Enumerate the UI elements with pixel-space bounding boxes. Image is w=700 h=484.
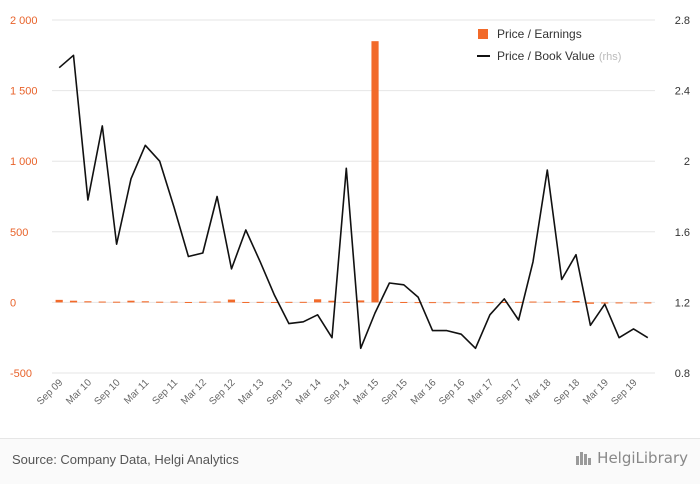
x-tick-label: Sep 09: [35, 377, 65, 407]
bar-price-earnings: [156, 301, 164, 303]
y-left-tick-label: 0: [10, 297, 16, 309]
bar-price-earnings: [199, 301, 207, 303]
bar-price-earnings: [385, 301, 393, 303]
x-tick-label: Mar 16: [409, 377, 439, 407]
bar-price-earnings: [69, 300, 78, 303]
x-tick-label: Sep 11: [150, 377, 180, 407]
x-tick-label: Sep 12: [207, 377, 237, 407]
bar-price-earnings: [299, 301, 307, 303]
bar-price-earnings: [127, 300, 135, 303]
x-tick-label: Mar 13: [237, 377, 267, 407]
bar-price-earnings: [227, 299, 236, 303]
chart: -500 0 500 1 000 1 500 2 000 0.8 1.2 1.6 2 2.4 2.8…: [10, 15, 690, 408]
x-tick-label: Sep 15: [380, 377, 410, 407]
bar-price-earnings: [572, 300, 580, 303]
legend-label-price-book: Price / Book Value: [497, 49, 595, 63]
x-tick-label: Sep 14: [322, 377, 352, 407]
bar-price-earnings: [644, 302, 652, 304]
bar-price-earnings: [529, 301, 537, 303]
y-left-tick-label: 1 000: [10, 156, 38, 168]
y-right-tick-label: 1.2: [675, 297, 690, 309]
x-tick-label: Sep 10: [93, 377, 123, 407]
source-text: Source: Company Data, Helgi Analytics: [12, 452, 239, 467]
legend-label-price-earnings: Price / Earnings: [497, 27, 582, 41]
y-left-tick-label: 500: [10, 227, 28, 239]
bar-price-earnings: [213, 301, 221, 303]
bar-price-earnings: [400, 301, 408, 303]
bar-price-earnings: [486, 302, 494, 304]
x-tick-label: Mar 10: [64, 377, 94, 407]
y-left-tick-label: 1 500: [10, 86, 38, 98]
bar-price-earnings: [328, 300, 336, 303]
footer: Source: Company Data, Helgi Analytics He…: [0, 438, 700, 484]
library-icon: [575, 449, 593, 467]
legend-note-rhs: (rhs): [599, 51, 622, 63]
y-axis-left: -500 0 500 1 000 1 500 2 000: [10, 15, 38, 380]
x-tick-label: Mar 19: [581, 377, 611, 407]
y-axis-right: 0.8 1.2 1.6 2 2.4 2.8: [675, 15, 690, 380]
x-tick-label: Sep 13: [265, 377, 295, 407]
series-line-price-book: [58, 54, 649, 350]
x-tick-label: Mar 11: [122, 377, 152, 407]
bar-price-earnings: [141, 301, 149, 303]
y-right-tick-label: 0.8: [675, 368, 690, 380]
bar-price-earnings: [113, 301, 121, 303]
bar-price-earnings: [285, 301, 293, 303]
y-right-tick-label: 1.6: [675, 227, 690, 239]
legend: Price / Earnings Price / Book Value (rhs…: [477, 27, 621, 63]
bar-price-earnings: [471, 302, 480, 304]
bar-price-earnings: [371, 41, 379, 303]
y-right-tick-label: 2.4: [675, 86, 690, 98]
x-tick-label: Mar 14: [294, 377, 324, 407]
bar-price-earnings: [242, 301, 250, 303]
bar-price-earnings: [342, 301, 350, 303]
bar-price-earnings: [543, 301, 551, 303]
bar-price-earnings: [443, 302, 451, 304]
bar-price-earnings: [170, 301, 178, 303]
line-price-book: [58, 54, 649, 350]
bar-price-earnings: [357, 300, 365, 303]
x-tick-label: Sep 18: [552, 377, 582, 407]
bars-price-earnings: [55, 41, 652, 304]
bar-price-earnings: [98, 301, 106, 303]
y-left-tick-label: -500: [10, 368, 32, 380]
bar-price-earnings: [55, 299, 63, 303]
bar-price-earnings: [84, 301, 92, 303]
y-right-tick-label: 2.8: [675, 15, 690, 27]
bar-price-earnings: [184, 301, 192, 303]
bar-price-earnings: [515, 301, 523, 303]
bar-price-earnings: [256, 301, 264, 303]
legend-swatch-price-earnings: [478, 29, 488, 39]
x-tick-label: Sep 16: [437, 377, 467, 407]
brand-logo[interactable]: HelgiLibrary: [575, 449, 688, 467]
bar-price-earnings: [314, 299, 322, 303]
bar-price-earnings: [414, 302, 422, 304]
bar-price-earnings: [270, 301, 279, 303]
gridlines: [52, 19, 655, 374]
x-tick-label: Sep 19: [609, 377, 639, 407]
brand-name: HelgiLibrary: [597, 449, 688, 467]
bar-price-earnings: [428, 302, 437, 304]
bar-price-earnings: [601, 302, 609, 304]
y-left-tick-label: 2 000: [10, 15, 38, 27]
x-tick-label: Mar 17: [466, 377, 496, 407]
bar-price-earnings: [558, 301, 566, 303]
y-right-tick-label: 2: [684, 156, 690, 168]
bar-price-earnings: [500, 301, 508, 303]
bar-price-earnings: [457, 302, 465, 304]
bar-price-earnings: [586, 302, 594, 304]
x-tick-label: Sep 17: [495, 377, 525, 407]
bar-price-earnings: [629, 302, 638, 304]
x-tick-label: Mar 15: [351, 377, 381, 407]
bar-price-earnings: [615, 302, 623, 304]
x-tick-label: Mar 18: [524, 377, 554, 407]
x-tick-label: Mar 12: [179, 377, 209, 407]
